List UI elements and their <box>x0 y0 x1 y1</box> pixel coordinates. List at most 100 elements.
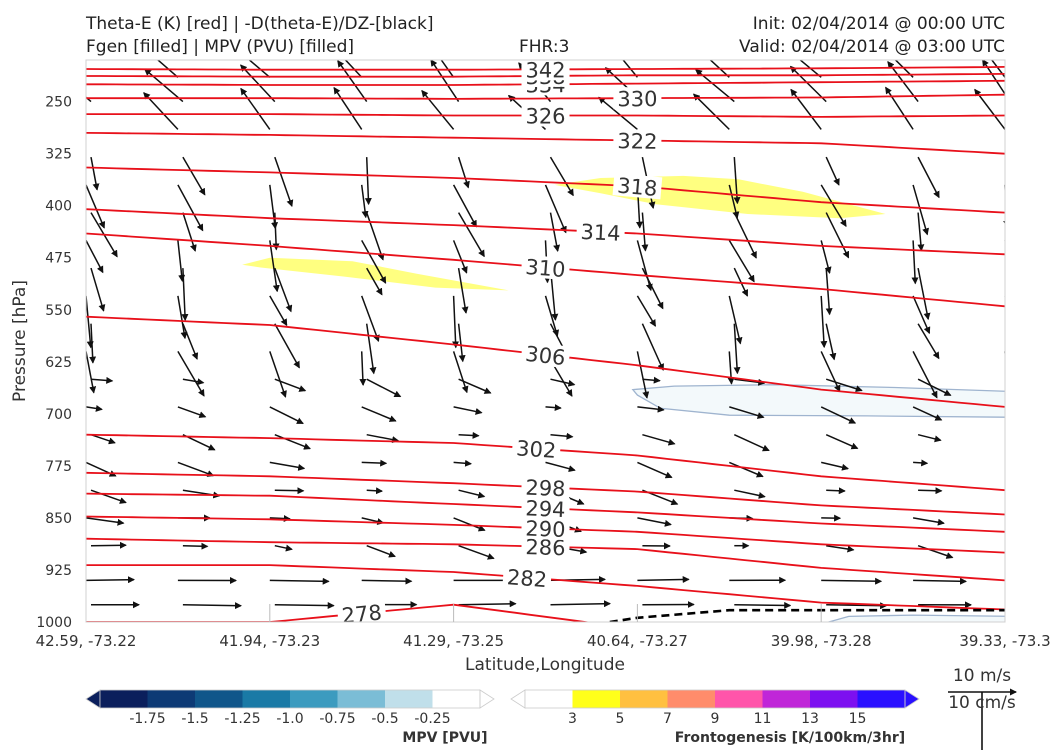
wind-vector <box>825 434 859 450</box>
wind-vector <box>734 601 792 609</box>
y-tick-label: 550 <box>45 303 72 319</box>
fgen-region <box>242 257 509 291</box>
wind-vector <box>733 323 741 375</box>
y-tick-label: 700 <box>45 407 72 423</box>
title-line-2: Fgen [filled] | MPV (PVU) [filled] <box>86 37 355 57</box>
vector-field <box>86 60 1050 610</box>
wind-vector <box>1010 157 1015 209</box>
fgen-region <box>554 175 886 219</box>
wind-vector <box>637 517 672 527</box>
colorbar-swatch <box>572 690 621 708</box>
wind-vector <box>727 351 735 385</box>
wind-vector <box>1010 268 1033 306</box>
init-time: Init: 02/04/2014 @ 00:00 UTC <box>752 14 1005 34</box>
wind-vector <box>365 212 385 261</box>
wind-vector <box>86 517 125 526</box>
contour-label-bg <box>521 535 570 559</box>
colorbar-swatch <box>762 690 811 708</box>
mpv-region <box>826 614 1005 622</box>
y-tick-label: 625 <box>45 355 72 371</box>
wind-vector <box>728 295 743 345</box>
wind-vector <box>177 351 205 397</box>
theta-e-contour-label: 298 <box>525 476 566 502</box>
wind-vector <box>826 544 855 553</box>
theta-e-contour <box>86 166 1005 214</box>
wind-vector <box>636 351 650 399</box>
y-tick-label: 1000 <box>36 615 72 631</box>
colorbar-tick-label: -1.5 <box>181 711 208 727</box>
wind-vector <box>917 544 954 559</box>
wind-vector <box>458 431 480 439</box>
colorbar-swatch <box>432 690 481 708</box>
wind-vector <box>1010 490 1044 496</box>
x-axis: 42.59, -73.22 41.94, -73.23 41.29, -73.25 4… <box>36 604 1050 650</box>
wind-vector <box>550 600 611 608</box>
wind-vector <box>457 267 469 314</box>
theta-e-contour-label: 318 <box>616 174 658 201</box>
theta-e-contour-label: 326 <box>525 105 565 129</box>
wind-vector <box>182 156 206 196</box>
wind-vector <box>344 60 363 78</box>
wind-vector <box>799 60 822 78</box>
wind-key: 10 m/s 10 cm/s <box>948 666 1017 750</box>
wind-vector <box>182 378 205 386</box>
wind-vector <box>733 434 770 452</box>
wind-vector <box>733 267 749 297</box>
y-axis: 250 325 400 475 550 625 700 775 850 925 1000 <box>36 95 72 631</box>
colorbar-tick-label: 15 <box>849 711 867 727</box>
wind-vector <box>912 406 943 421</box>
wind-vector <box>89 323 97 364</box>
contour-label-bg <box>520 341 571 369</box>
wind-vector <box>637 405 665 413</box>
wind-vector <box>734 489 766 499</box>
wind-vector <box>366 267 383 296</box>
title-line-1: Theta-E (K) [red] | -D(theta-E)/DZ-[blac… <box>86 14 434 34</box>
wind-vector <box>728 184 740 219</box>
wind-vector <box>452 240 468 274</box>
wind-vector <box>86 240 104 274</box>
wind-vector <box>550 378 576 387</box>
wind-vector <box>821 577 883 585</box>
wind-vector <box>269 184 279 230</box>
colorbar-swatch <box>857 690 906 708</box>
wind-vector <box>1010 546 1045 560</box>
colorbar-extend-right <box>904 689 920 709</box>
wind-vector <box>90 433 116 445</box>
wind-vector <box>885 86 914 130</box>
wind-vector <box>820 184 847 228</box>
wind-vector <box>274 602 335 610</box>
wind-vector <box>825 378 863 393</box>
colorbar-tick-label: -1.75 <box>129 711 165 727</box>
wind-vector <box>333 86 363 130</box>
contour-label-bg <box>613 87 662 110</box>
wind-vector <box>240 64 276 103</box>
wind-vector <box>598 96 638 130</box>
wind-vector <box>917 156 940 199</box>
colorbar-extend-left <box>510 689 526 709</box>
wind-vector <box>86 76 87 78</box>
wind-vector <box>820 351 841 393</box>
wind-vector <box>1010 604 1050 605</box>
wind-vector <box>181 268 189 322</box>
theta-e-contour-label: 282 <box>506 565 548 592</box>
dashed-reference-line <box>609 608 1005 622</box>
wind-vector <box>453 459 472 467</box>
theta-e-contour <box>86 208 1005 256</box>
wind-vector <box>453 517 486 532</box>
plot-frame <box>85 59 1006 623</box>
wind-vector <box>366 544 396 558</box>
wind-vector <box>894 60 914 78</box>
wind-vector <box>457 156 470 189</box>
wind-vector <box>1010 324 1025 373</box>
wind-vector <box>825 268 833 316</box>
wind-vector <box>821 461 849 471</box>
plot-area: 2782822862902942983023063103143183223263… <box>86 60 1050 622</box>
colorbar-swatch <box>290 690 338 708</box>
wind-vector <box>1010 435 1029 436</box>
wind-vector <box>86 184 106 229</box>
colorbar-tick-label: -1.0 <box>276 711 303 727</box>
wind-vector <box>458 544 495 560</box>
wind-vector <box>430 60 460 103</box>
colorbar-swatch <box>810 690 858 708</box>
colorbar-tick-label: 11 <box>754 711 772 727</box>
